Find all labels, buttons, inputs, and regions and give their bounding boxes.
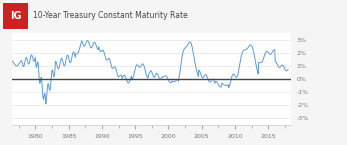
Text: 10-Year Treasury Constant Maturity Rate: 10-Year Treasury Constant Maturity Rate <box>33 11 188 20</box>
Text: IG: IG <box>10 11 22 21</box>
FancyBboxPatch shape <box>3 3 28 29</box>
